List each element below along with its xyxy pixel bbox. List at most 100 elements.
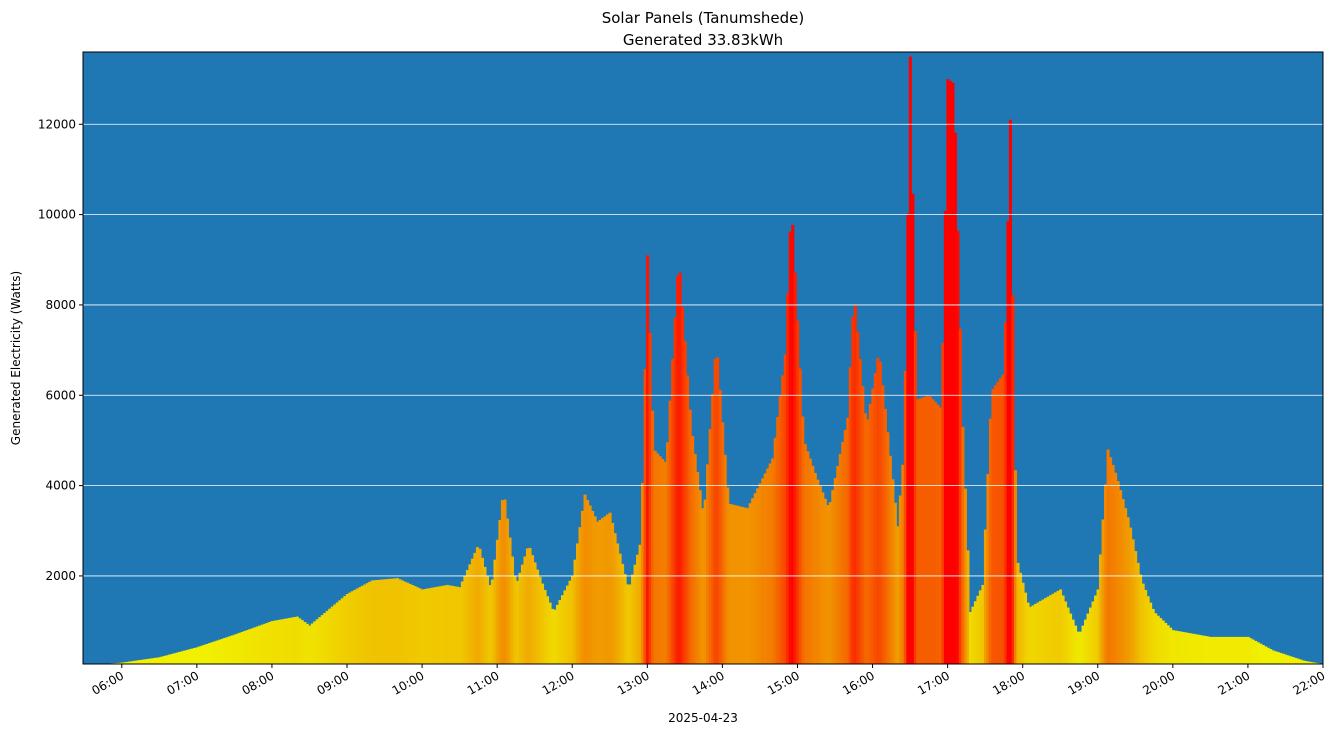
bar (460, 581, 464, 664)
bar (648, 332, 652, 664)
bar (923, 396, 927, 664)
bar (1023, 592, 1028, 664)
bar (876, 357, 880, 664)
bar (586, 500, 590, 664)
bar (238, 632, 242, 664)
chart-subtitle: Generated 33.83kWh (623, 31, 783, 49)
bar (1294, 657, 1298, 664)
bar (1139, 574, 1143, 664)
bar (498, 519, 502, 664)
bar (806, 451, 810, 664)
bar (228, 636, 232, 664)
bar (1306, 661, 1310, 664)
bar (233, 634, 237, 664)
bar (1144, 589, 1148, 664)
bar (1189, 633, 1193, 664)
y-tick-label: 6000 (45, 388, 76, 402)
bar (430, 587, 434, 664)
bar (543, 589, 547, 664)
bar (836, 466, 840, 664)
bar (821, 492, 825, 664)
bar (901, 464, 905, 664)
bar (175, 652, 179, 664)
bar (1256, 642, 1260, 664)
bar (335, 602, 339, 664)
bar (608, 512, 612, 664)
x-tick-label: 09:00 (315, 668, 352, 697)
bar (751, 498, 755, 664)
bar (616, 543, 620, 664)
bar (405, 582, 409, 664)
bar (861, 386, 865, 664)
bar (1181, 631, 1185, 664)
bar (480, 557, 484, 664)
bar (208, 643, 212, 664)
bar (188, 649, 192, 664)
bar (170, 653, 174, 664)
bar (998, 378, 1003, 664)
bar (1131, 539, 1135, 664)
bar (218, 639, 222, 664)
bar (358, 587, 362, 664)
bar (118, 662, 122, 664)
bar (1209, 636, 1213, 664)
bar (1204, 636, 1208, 664)
bar (601, 518, 605, 664)
x-tick-label: 16:00 (840, 668, 877, 697)
bar (1114, 472, 1118, 664)
bar (968, 612, 972, 664)
bar (345, 593, 349, 664)
bar (1276, 652, 1280, 664)
bar (528, 547, 532, 664)
bar (500, 500, 505, 664)
bar (916, 399, 920, 664)
bar (1286, 655, 1290, 664)
bar (483, 566, 487, 664)
bar (1199, 635, 1203, 664)
bar (1066, 607, 1070, 664)
bar (370, 580, 374, 664)
bar (943, 210, 947, 665)
bar (220, 638, 224, 664)
bar (285, 618, 289, 664)
bar (596, 521, 600, 664)
bar (168, 654, 172, 664)
bar (988, 418, 993, 664)
bar (178, 651, 182, 664)
bar (1136, 562, 1140, 664)
y-axis-label: Generated Electricity (Watts) (9, 271, 23, 445)
x-tick-label: 14:00 (690, 668, 727, 697)
bar (1068, 613, 1073, 664)
bar (450, 585, 454, 664)
bar (203, 644, 207, 664)
bar (518, 572, 522, 664)
bar (581, 510, 585, 664)
bar (323, 612, 327, 664)
bar (1094, 595, 1098, 664)
bar (330, 606, 334, 664)
bar (280, 619, 284, 664)
x-tick-label: 08:00 (239, 668, 276, 697)
bar (553, 609, 557, 664)
bar (833, 478, 837, 664)
bar (248, 629, 252, 664)
bar (623, 574, 627, 664)
bar (1289, 656, 1293, 664)
bar (520, 564, 525, 664)
bar (125, 661, 129, 664)
bar (896, 526, 900, 664)
bar (300, 620, 304, 664)
bar (1166, 625, 1170, 664)
bar (478, 548, 482, 664)
x-tick-label: 17:00 (915, 668, 952, 697)
bar (1311, 662, 1315, 664)
bar (706, 464, 710, 664)
bar (826, 505, 830, 664)
bar (1251, 639, 1255, 664)
bar (245, 630, 249, 664)
bar (1104, 484, 1108, 664)
bar (1169, 627, 1173, 664)
bar (555, 604, 560, 664)
bar (310, 623, 314, 664)
